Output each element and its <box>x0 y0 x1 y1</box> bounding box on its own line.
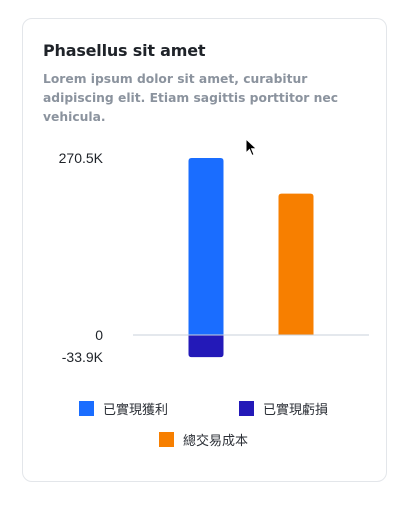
bar-已實現獲利[interactable] <box>188 158 224 335</box>
card-subtitle: Lorem ipsum dolor sit amet, curabitur ad… <box>43 72 339 124</box>
mouse-cursor-icon <box>245 138 258 157</box>
legend-swatch <box>79 401 94 416</box>
legend-label: 已實現虧損 <box>263 403 329 418</box>
legend-label: 已實現獲利 <box>103 403 169 418</box>
bar-chart: 270.5K 0 -33.9K <box>59 150 369 365</box>
chart-card: Phasellus sit amet Lorem ipsum dolor sit… <box>22 18 387 482</box>
bar-總交易成本[interactable] <box>278 193 314 335</box>
y-tick-label: -33.9K <box>62 349 104 365</box>
legend-item-realized-loss[interactable]: 已實現虧損 <box>239 399 328 418</box>
y-tick-label: 270.5K <box>59 150 104 166</box>
y-tick-label: 0 <box>95 327 103 343</box>
legend-swatch <box>239 401 254 416</box>
card-title: Phasellus sit amet <box>43 41 206 60</box>
bars <box>188 158 314 358</box>
legend-swatch <box>159 432 174 447</box>
legend-label: 總交易成本 <box>183 434 249 449</box>
y-axis: 270.5K 0 -33.9K <box>59 150 104 365</box>
legend-item-realized-profit[interactable]: 已實現獲利 <box>79 399 168 418</box>
bar-已實現虧損[interactable] <box>188 335 224 358</box>
legend-item-total-cost[interactable]: 總交易成本 <box>159 430 248 449</box>
